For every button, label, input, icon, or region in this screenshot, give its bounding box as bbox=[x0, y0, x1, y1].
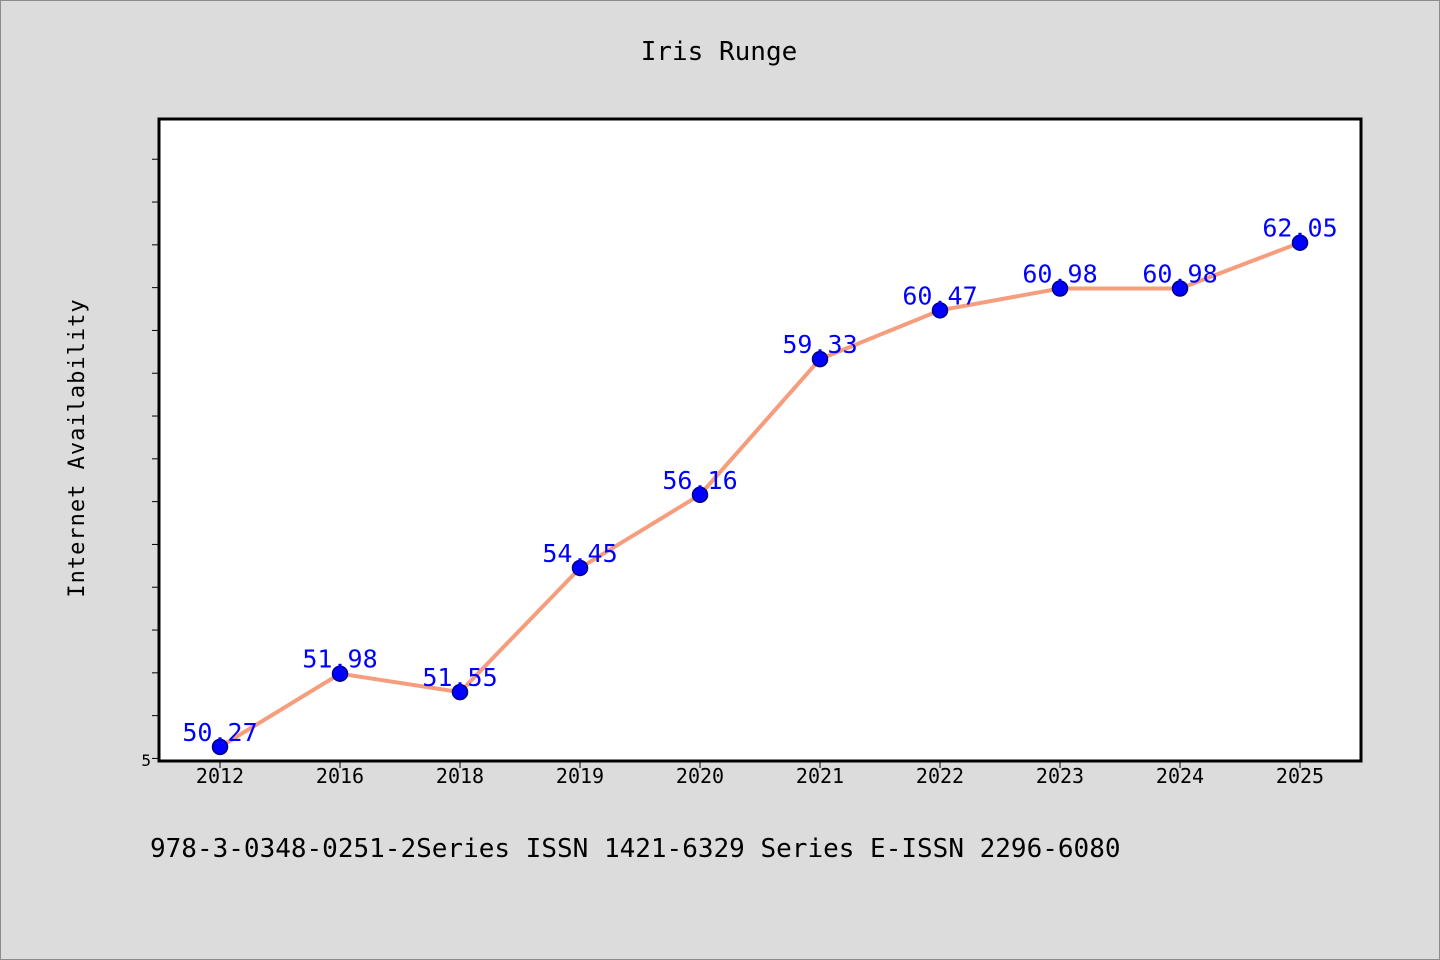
data-label: 50.27 bbox=[182, 718, 257, 747]
x-tick-label: 2016 bbox=[316, 764, 364, 788]
data-label: 51.55 bbox=[422, 663, 497, 692]
data-label: 51.98 bbox=[302, 645, 377, 674]
data-point bbox=[451, 683, 469, 701]
y-tick-label: 5 bbox=[141, 751, 151, 770]
data-label: 54.45 bbox=[542, 539, 617, 568]
series-line bbox=[218, 240, 1302, 749]
data-point bbox=[931, 302, 949, 319]
data-label: 59.33 bbox=[782, 330, 857, 359]
x-tick-label: 2022 bbox=[916, 764, 964, 788]
data-point bbox=[211, 738, 229, 756]
y-axis-label: Internet Availability bbox=[65, 298, 90, 597]
y-axis-ticks: 5 bbox=[141, 158, 159, 770]
plot-area bbox=[157, 117, 1363, 763]
footer-isbn-issn: 978-3-0348-0251-2Series ISSN 1421-6329 S… bbox=[150, 834, 1121, 864]
x-tick-label: 2025 bbox=[1276, 764, 1324, 788]
data-label: 60.98 bbox=[1022, 259, 1097, 288]
data-point bbox=[571, 559, 589, 577]
data-markers bbox=[211, 234, 1309, 756]
x-tick-label: 2023 bbox=[1036, 764, 1084, 788]
x-tick-label: 2020 bbox=[676, 764, 724, 788]
data-labels: 50.27 51.98 51.55 54.45 56.16 59.33 60.47 60.98… bbox=[182, 214, 1337, 747]
series-line-group bbox=[218, 240, 1302, 749]
x-tick-label: 2024 bbox=[1156, 764, 1204, 788]
data-label: 60.47 bbox=[902, 281, 977, 310]
data-point bbox=[331, 665, 349, 682]
chart-title: Iris Runge bbox=[641, 37, 798, 67]
data-label: 62.05 bbox=[1262, 214, 1337, 243]
x-tick-label: 2021 bbox=[796, 764, 844, 788]
data-label: 56.16 bbox=[662, 466, 737, 495]
data-point bbox=[1291, 234, 1309, 251]
data-point bbox=[1051, 280, 1069, 297]
data-point bbox=[811, 350, 829, 368]
x-tick-label: 2018 bbox=[436, 764, 484, 788]
data-label: 60.98 bbox=[1142, 259, 1217, 288]
x-tick-label: 2019 bbox=[556, 764, 604, 788]
data-point bbox=[691, 486, 709, 504]
x-tick-label: 2012 bbox=[196, 764, 244, 788]
data-point bbox=[1171, 280, 1189, 297]
x-axis-ticks: 2012 2016 2018 2019 2020 2021 2022 2023 2024 2025 bbox=[196, 761, 1324, 788]
